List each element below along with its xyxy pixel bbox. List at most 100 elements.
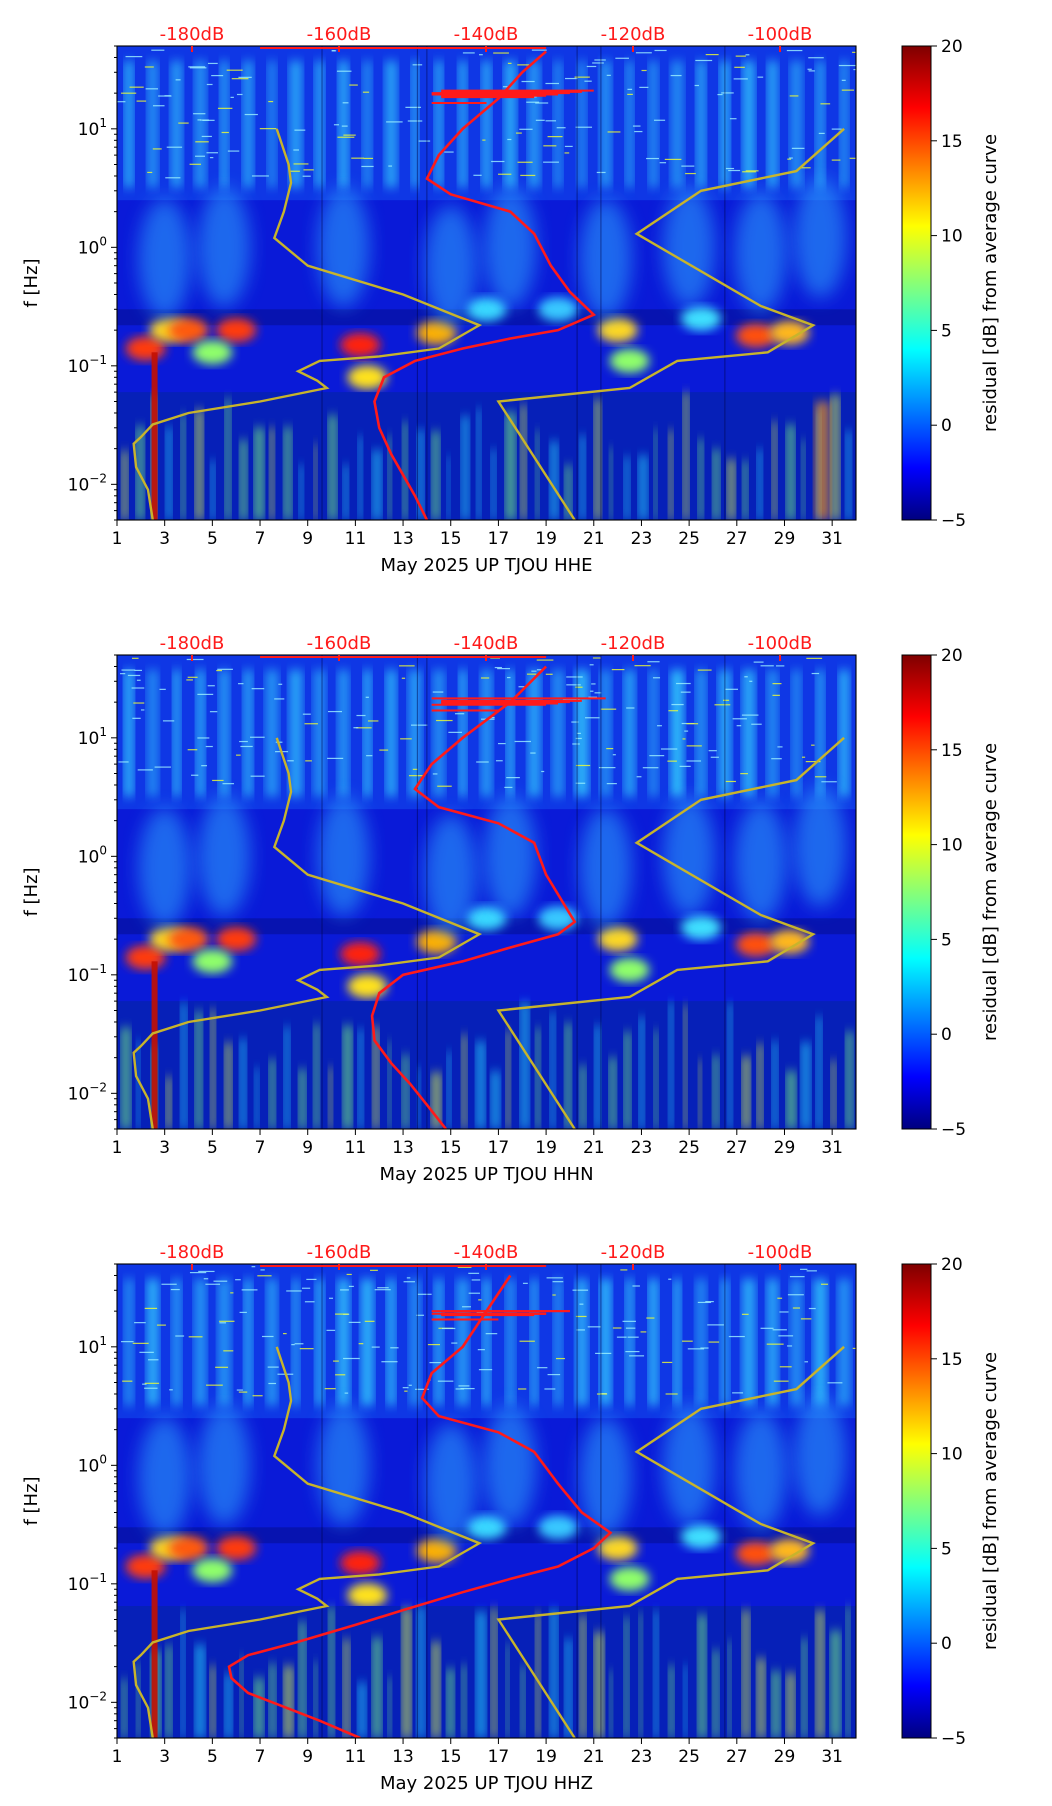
speckle — [695, 59, 713, 62]
daily-column — [553, 1279, 563, 1406]
x-tick-label: 21 — [583, 529, 605, 549]
lf-stripe — [653, 1610, 659, 1738]
lf-stripe — [698, 1614, 706, 1738]
speckle — [211, 74, 224, 77]
daily-column — [385, 61, 398, 188]
speckle — [235, 1279, 241, 1281]
lf-stripe — [845, 1031, 853, 1129]
lf-stripe — [609, 1057, 616, 1129]
speckle — [671, 703, 684, 706]
speckle — [722, 699, 730, 701]
lf-stripe — [550, 1608, 558, 1738]
colorbar-tick-label: 10 — [941, 227, 963, 247]
speckle — [728, 1335, 745, 1338]
energy-blob — [538, 1515, 579, 1540]
speckle — [293, 163, 309, 165]
lf-stripe — [313, 1023, 320, 1129]
event-stripe — [151, 352, 158, 520]
speckle — [302, 175, 311, 177]
speckle — [831, 128, 842, 130]
speckle — [230, 96, 234, 98]
speckle — [462, 1306, 471, 1308]
energy-blob — [769, 929, 810, 954]
speckle — [432, 773, 438, 775]
speckle — [175, 1335, 185, 1337]
speckle — [206, 152, 218, 154]
reference-curve-yellow — [132, 1346, 483, 1738]
speckle — [572, 1289, 589, 1291]
db-tick-label: -180dB — [160, 633, 225, 654]
speckle — [821, 1283, 829, 1285]
speckle — [805, 760, 821, 763]
speckle — [811, 672, 820, 675]
speckle — [333, 124, 340, 126]
speckle — [729, 118, 737, 120]
daily-column — [624, 670, 635, 797]
lf-stripe — [476, 1041, 485, 1129]
lf-stripe — [565, 1023, 572, 1129]
speckle — [294, 1343, 304, 1345]
speckle — [786, 49, 803, 52]
lf-stripe — [166, 427, 172, 520]
speckle — [132, 657, 139, 659]
energy-blob — [609, 1566, 650, 1591]
lf-stripe — [506, 1643, 510, 1738]
y-tick-label: 100 — [78, 1452, 107, 1476]
daily-column — [767, 1279, 779, 1406]
x-tick-label: 5 — [207, 529, 218, 549]
lf-stripe — [180, 413, 186, 520]
db-tick-label: -160dB — [307, 24, 372, 45]
speckle — [627, 88, 633, 90]
lf-stripe — [520, 1002, 529, 1129]
speckle — [473, 174, 482, 176]
speckle — [584, 717, 600, 719]
speckle — [134, 669, 142, 672]
speckle — [668, 710, 679, 712]
speckle — [634, 130, 643, 133]
daily-column — [266, 1279, 278, 1406]
speckle — [664, 158, 682, 161]
speckle — [122, 1380, 133, 1382]
speckle — [460, 1387, 475, 1390]
x-tick-label: 5 — [207, 1138, 218, 1158]
speckle — [725, 688, 739, 690]
speckle — [575, 1315, 587, 1318]
speckle — [188, 1336, 203, 1338]
lf-stripe — [328, 1606, 335, 1738]
speckle — [526, 101, 540, 103]
lf-stripe — [565, 464, 572, 520]
speckle — [800, 1318, 812, 1320]
energy-blob — [340, 941, 381, 966]
speckle — [336, 70, 352, 72]
lf-stripe — [712, 1055, 719, 1129]
lf-stripe — [417, 1067, 421, 1129]
daily-column — [147, 670, 159, 797]
x-tick-label: 31 — [821, 529, 843, 549]
speckle — [328, 1297, 334, 1299]
lf-stripe — [461, 1034, 467, 1129]
daily-column — [648, 1279, 658, 1406]
lf-stripe — [121, 450, 128, 520]
speckle — [682, 738, 686, 740]
daily-column — [458, 61, 467, 188]
daily-column — [790, 61, 803, 188]
daily-column — [313, 670, 326, 797]
event-stripe — [815, 401, 830, 520]
speckle — [305, 760, 312, 762]
x-tick-label: 3 — [159, 529, 170, 549]
speckle — [476, 761, 489, 763]
daily-column — [530, 1279, 538, 1406]
speckle — [820, 103, 831, 105]
event-stripe — [151, 961, 158, 1129]
lf-stripe — [520, 1665, 526, 1738]
lf-stripe — [328, 415, 337, 520]
energy-blob — [340, 1550, 381, 1575]
speckle — [632, 125, 641, 127]
x-tick-label: 9 — [302, 529, 313, 549]
speckle — [815, 776, 827, 778]
speckle — [766, 1343, 784, 1345]
speckle — [367, 720, 379, 722]
speckle — [611, 668, 625, 671]
lf-stripe — [195, 1644, 205, 1738]
